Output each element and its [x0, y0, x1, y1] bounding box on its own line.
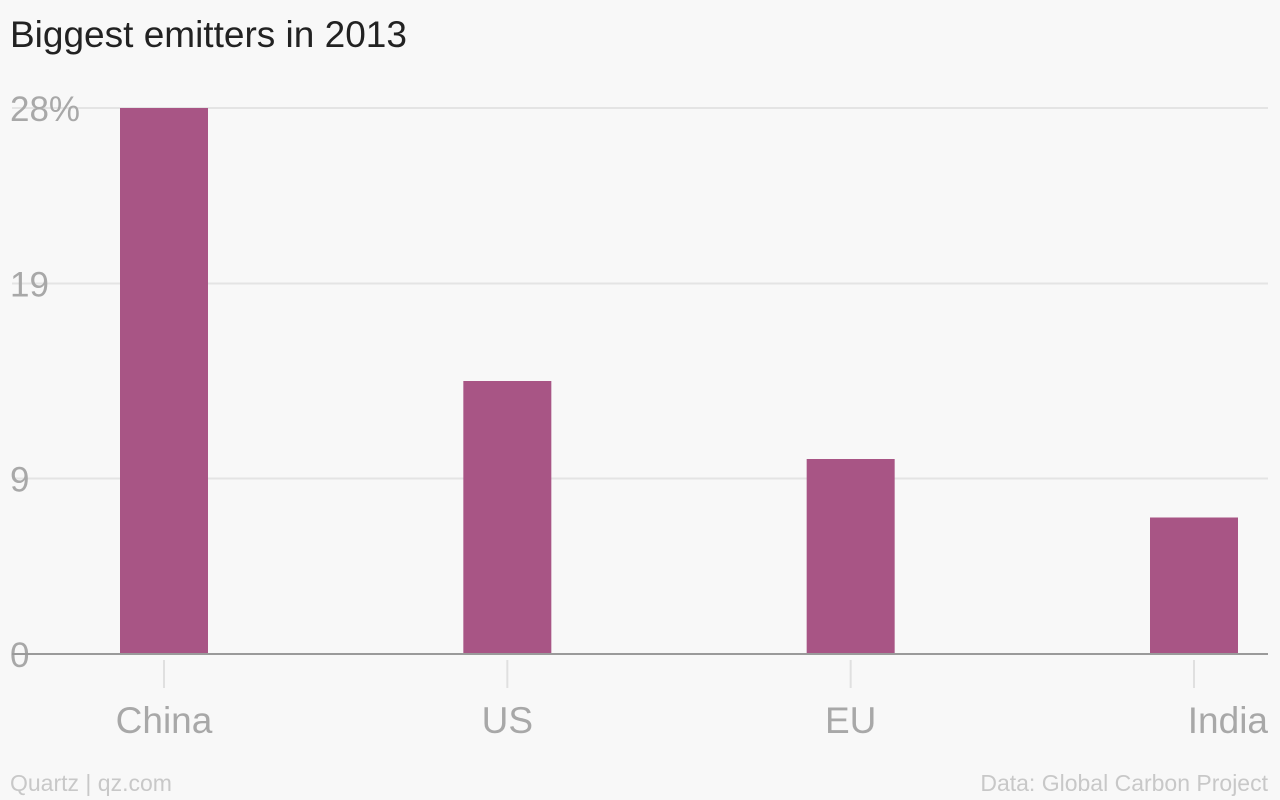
y-tick-label: 0	[10, 636, 29, 675]
chart-title: Biggest emitters in 2013	[10, 14, 407, 55]
x-tick-label-india: India	[1188, 700, 1269, 741]
bar-china	[120, 108, 208, 654]
x-tick-label-eu: EU	[825, 700, 876, 741]
bar-eu	[806, 459, 895, 654]
grid-layer	[12, 107, 1268, 480]
bars-layer	[120, 108, 1238, 654]
axis-layer: 0 9 19 28% China US EU India	[10, 90, 1268, 741]
y-tick-label: 9	[10, 461, 29, 500]
x-tick-label-us: US	[482, 700, 533, 741]
x-tick-label-china: China	[116, 700, 213, 741]
bar-india	[1150, 517, 1238, 654]
y-tick-label: 28%	[10, 90, 80, 129]
footer-credit: Quartz | qz.com	[10, 770, 172, 796]
footer-source: Data: Global Carbon Project	[980, 770, 1268, 796]
bar-us	[463, 381, 552, 654]
y-tick-label: 19	[10, 266, 49, 305]
